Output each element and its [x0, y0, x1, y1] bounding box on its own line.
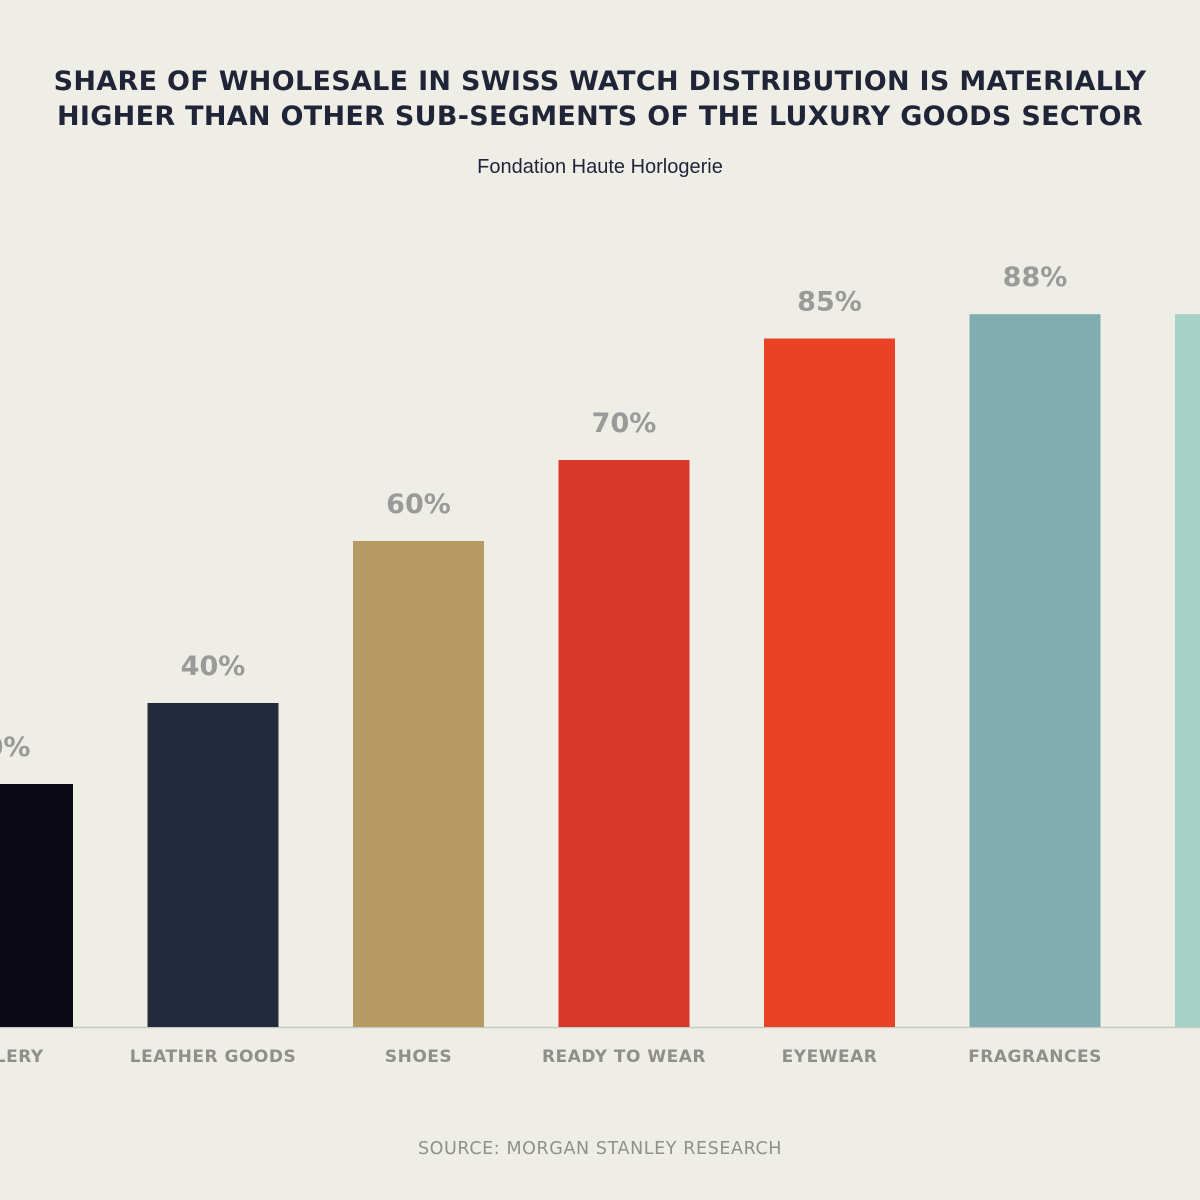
category-label-ellery: ELLERY [0, 1047, 44, 1067]
category-label-fragrances: FRAGRANCES [968, 1047, 1102, 1067]
value-label-eyewear: 85% [797, 287, 862, 318]
bars-group [0, 314, 1200, 1027]
chart-subtitle: Fondation Haute Horlogerie [477, 156, 723, 178]
bar-w [1175, 314, 1200, 1027]
category-labels-group: ELLERY LEATHER GOODS SHOES READY TO WEAR EYE… [0, 1047, 1102, 1067]
source-note: SOURCE: MORGAN STANLEY RESEARCH [417, 1139, 783, 1159]
bar-ready-to-wear [558, 460, 690, 1027]
value-label-shoes: 60% [386, 489, 451, 520]
category-label-ready-to-wear: READY TO WEAR [542, 1047, 706, 1067]
category-label-shoes: SHOES [385, 1047, 452, 1067]
bar-leather-goods [147, 703, 279, 1027]
bar-fragrances [969, 314, 1101, 1027]
value-labels-group: 0% 40% 60% 70% 85% 88% [0, 262, 1067, 763]
value-label-leather-goods: 40% [181, 651, 246, 682]
value-label-ready-to-wear: 70% [592, 408, 657, 439]
value-label-ellery: 0% [0, 732, 30, 763]
value-label-fragrances: 88% [1003, 262, 1068, 293]
chart-title-line-2: HIGHER THAN OTHER SUB-SEGMENTS OF THE LU… [56, 101, 1144, 132]
bar-ellery [0, 784, 73, 1027]
bar-eyewear [764, 338, 895, 1027]
category-label-leather-goods: LEATHER GOODS [130, 1047, 296, 1067]
chart-title-line-1: SHARE OF WHOLESALE IN SWISS WATCH DISTRI… [53, 66, 1147, 97]
bar-shoes [353, 541, 484, 1027]
category-label-eyewear: EYEWEAR [782, 1047, 878, 1067]
